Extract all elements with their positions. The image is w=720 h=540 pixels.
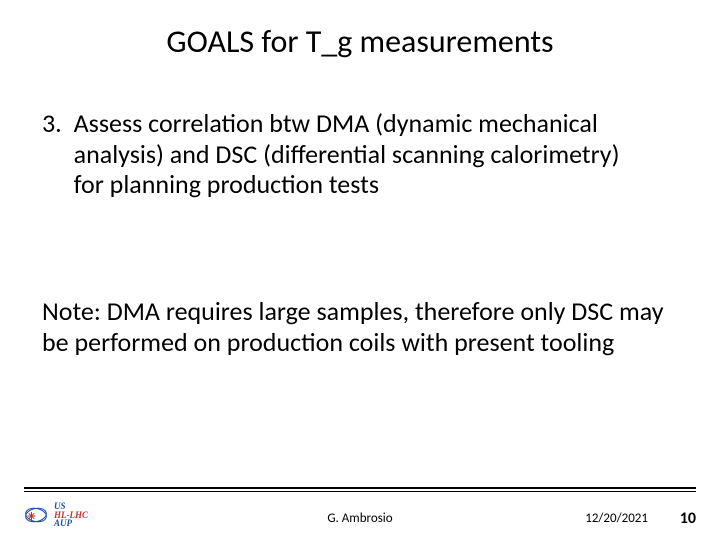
slide: GOALS for T_g measurements 3. Assess cor…: [0, 0, 720, 540]
footer-date: 12/20/2021: [585, 511, 648, 526]
footer-divider: [24, 487, 696, 492]
list-text: Assess correlation btw DMA (dynamic mech…: [74, 108, 654, 200]
numbered-list-item: 3. Assess correlation btw DMA (dynamic m…: [42, 108, 678, 200]
page-title: GOALS for T_g measurements: [0, 22, 720, 61]
note-paragraph: Note: DMA requires large samples, theref…: [42, 296, 678, 357]
list-number: 3.: [42, 108, 70, 139]
footer-page-number: 10: [680, 509, 696, 528]
